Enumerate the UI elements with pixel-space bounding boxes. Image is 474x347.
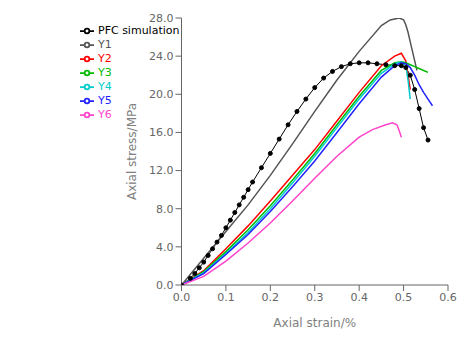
svg-text:Axial stress/MPa: Axial stress/MPa bbox=[125, 103, 139, 200]
svg-text:20.0: 20.0 bbox=[149, 88, 174, 101]
svg-text:0.4: 0.4 bbox=[350, 291, 368, 304]
svg-text:28.0: 28.0 bbox=[149, 12, 174, 25]
svg-text:0.0: 0.0 bbox=[156, 279, 174, 292]
svg-text:0.1: 0.1 bbox=[217, 291, 235, 304]
svg-text:0.0: 0.0 bbox=[173, 291, 191, 304]
html-text:Y5: Y5 bbox=[98, 94, 112, 107]
svg-text:16.0: 16.0 bbox=[149, 126, 174, 139]
html-text:Y2: Y2 bbox=[98, 52, 112, 65]
svg-text:Axial strain/%: Axial strain/% bbox=[273, 316, 356, 330]
svg-text:0.6: 0.6 bbox=[439, 291, 457, 304]
svg-text:0.5: 0.5 bbox=[395, 291, 413, 304]
svg-text:8.0: 8.0 bbox=[156, 203, 174, 216]
html-text:PFC simulation: PFC simulation bbox=[98, 24, 180, 37]
svg-text:0.3: 0.3 bbox=[306, 291, 324, 304]
html-text:Y1: Y1 bbox=[98, 38, 112, 51]
svg-text:0.2: 0.2 bbox=[262, 291, 280, 304]
svg-text:24.0: 24.0 bbox=[149, 50, 174, 63]
html-text:Y6: Y6 bbox=[98, 108, 112, 121]
svg-text:12.0: 12.0 bbox=[149, 164, 174, 177]
html-text:Y3: Y3 bbox=[98, 66, 112, 79]
html-text:Y4: Y4 bbox=[98, 80, 112, 93]
svg-text:4.0: 4.0 bbox=[156, 241, 174, 254]
